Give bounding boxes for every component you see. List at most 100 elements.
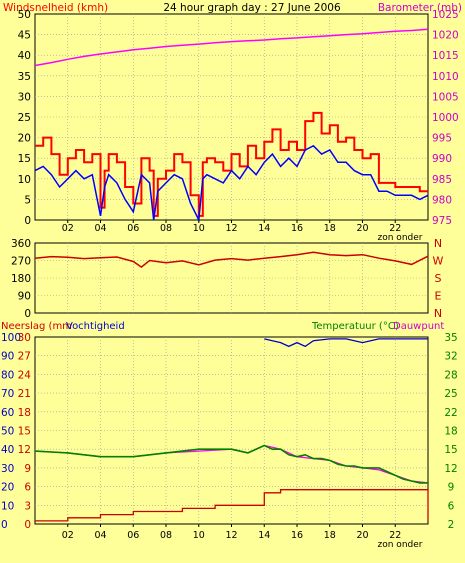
- y-tick-label-left: 20: [1, 482, 14, 494]
- chart2-grid: [35, 243, 428, 313]
- y-tick-label-right: 990: [432, 153, 452, 165]
- x-tick-label: 20: [356, 223, 368, 234]
- x-tick-label: 08: [160, 223, 172, 234]
- chart2-plot-area: [34, 242, 429, 314]
- x-tick-label: 16: [291, 223, 303, 234]
- chart2-series-line-0: [34, 251, 429, 269]
- chart1-left-ticks: 0 5 10 15 20 25 30 35 40 45 50: [18, 9, 31, 227]
- y-tick-label-left: 45: [18, 30, 31, 42]
- y-tick-label-left: 360: [11, 238, 31, 250]
- y-tick-label-right: 1015: [432, 50, 459, 62]
- chart3-series-line-0: [264, 338, 428, 348]
- chart3-series: [34, 338, 429, 522]
- x-tick-label: 12: [225, 223, 237, 234]
- chart2-left-ticks: 0 90 180 270 360: [11, 238, 31, 320]
- chart1-series: [34, 28, 429, 223]
- y-tick-label-left: 180: [11, 273, 31, 285]
- y-tick-label-right: 975: [432, 215, 452, 227]
- y-tick-label-left: 40: [1, 444, 14, 456]
- y-tick-label-left: 0: [1, 519, 8, 531]
- y-tick-label-left: 35: [18, 71, 31, 83]
- x-tick-label: 18: [324, 530, 336, 541]
- y-tick-label-left: 30: [18, 91, 31, 103]
- x-tick-label: 04: [94, 530, 106, 541]
- y-tick-label-inner: 24: [18, 369, 32, 381]
- y-tick-label-left: 100: [1, 332, 21, 344]
- x-tick-label: 08: [160, 530, 172, 541]
- y-tick-label-left: 10: [1, 500, 14, 512]
- x-tick-label: 06: [127, 530, 139, 541]
- chart2-series: [34, 251, 429, 269]
- x-tick-label: 10: [193, 223, 205, 234]
- y-tick-label-left: 30: [1, 463, 14, 475]
- x-tick-label: 14: [258, 530, 270, 541]
- chart3-right-axis-label-1: Temperatuur (°C): [311, 321, 399, 332]
- y-tick-label-right: 12: [444, 463, 457, 475]
- y-tick-label-right: 22: [444, 407, 457, 419]
- y-tick-label-right: 1010: [432, 71, 459, 83]
- chart3-series-line-3: [35, 489, 429, 522]
- y-tick-label-right: 1000: [432, 112, 459, 124]
- y-tick-label-inner: 21: [18, 388, 31, 400]
- compass-label: S: [435, 272, 442, 285]
- y-tick-label-right: 18: [444, 426, 457, 438]
- x-tick-label: 10: [193, 530, 205, 541]
- y-tick-label-right: 6: [448, 500, 455, 512]
- x-tick-label: 02: [62, 223, 74, 234]
- chart1-series-line-2: [34, 144, 429, 223]
- y-tick-label-inner: 0: [24, 519, 31, 531]
- y-tick-label-right: 15: [444, 444, 457, 456]
- chart1-x-ticks: 02 04 06 08 10 12 14 16 18 20 22: [62, 220, 401, 234]
- chart3-right-ticks: 2 6 9 12 15 18 22 25 28 32 35: [444, 332, 457, 531]
- chart3-x-extra-label: zon onder: [378, 540, 423, 550]
- y-tick-label-inner: 9: [24, 463, 31, 475]
- chart3-left-axis-label-1: Neerslag (mm: [1, 321, 72, 332]
- y-tick-label-left: 90: [18, 291, 31, 303]
- y-tick-label-left: 5: [24, 194, 31, 206]
- y-tick-label-right: 985: [432, 174, 452, 186]
- y-tick-label-left: 70: [1, 388, 14, 400]
- y-tick-label-inner: 3: [24, 500, 31, 512]
- chart3-x-ticks: 02 04 06 08 10 12 14 16 18 20 22: [62, 524, 401, 541]
- y-tick-label-left: 60: [1, 407, 14, 419]
- chart1-series-line-0: [34, 28, 429, 67]
- x-tick-label: 14: [258, 223, 270, 234]
- x-tick-label: 18: [324, 223, 336, 234]
- y-tick-label-left: 20: [18, 133, 31, 145]
- y-tick-label-left: 15: [18, 153, 31, 165]
- y-tick-label-inner: 15: [18, 426, 31, 438]
- y-tick-label-right: 2: [448, 519, 455, 531]
- y-tick-label-right: 1005: [432, 91, 459, 103]
- x-tick-label: 22: [389, 530, 401, 541]
- y-tick-label-inner: 30: [18, 332, 31, 344]
- y-tick-label-left: 270: [11, 256, 31, 268]
- x-tick-label: 02: [62, 530, 74, 541]
- chart1-right-ticks: 975 980 985 990 995 1000 1005 1010 1015 1020 1025: [432, 9, 459, 227]
- chart1-left-axis-label: Windsnelheid (kmh): [3, 2, 108, 14]
- x-tick-label: 22: [389, 223, 401, 234]
- chart3-series-line-2: [34, 444, 428, 484]
- y-tick-label-inner: 6: [24, 482, 31, 494]
- y-tick-label-inner: 12: [18, 444, 31, 456]
- compass-label: N: [434, 307, 442, 320]
- y-tick-label-left: 0: [24, 308, 31, 320]
- y-tick-label-left: 25: [18, 112, 31, 124]
- y-tick-label-inner: 18: [18, 407, 31, 419]
- y-tick-label-left: 0: [24, 215, 31, 227]
- x-tick-label: 16: [291, 530, 303, 541]
- x-tick-label: 04: [94, 223, 106, 234]
- y-tick-label-right: 25: [444, 388, 457, 400]
- y-tick-label-right: 1025: [432, 9, 459, 21]
- y-tick-label-right: 9: [448, 482, 455, 494]
- y-tick-label-inner: 27: [18, 351, 31, 363]
- chart3-left-ticks: 0 10 20 30 40 50 60 70 80 90 100: [1, 332, 21, 531]
- y-tick-label-right: 28: [444, 369, 457, 381]
- x-tick-label: 12: [225, 530, 237, 541]
- y-tick-label-right: 980: [432, 194, 452, 206]
- y-tick-label-left: 40: [18, 50, 31, 62]
- chart1-x-extra-label: zon onder: [378, 233, 423, 243]
- chart3-right-axis-label-2: Dauwpunt: [393, 321, 444, 332]
- y-tick-label-right: 1020: [432, 30, 459, 42]
